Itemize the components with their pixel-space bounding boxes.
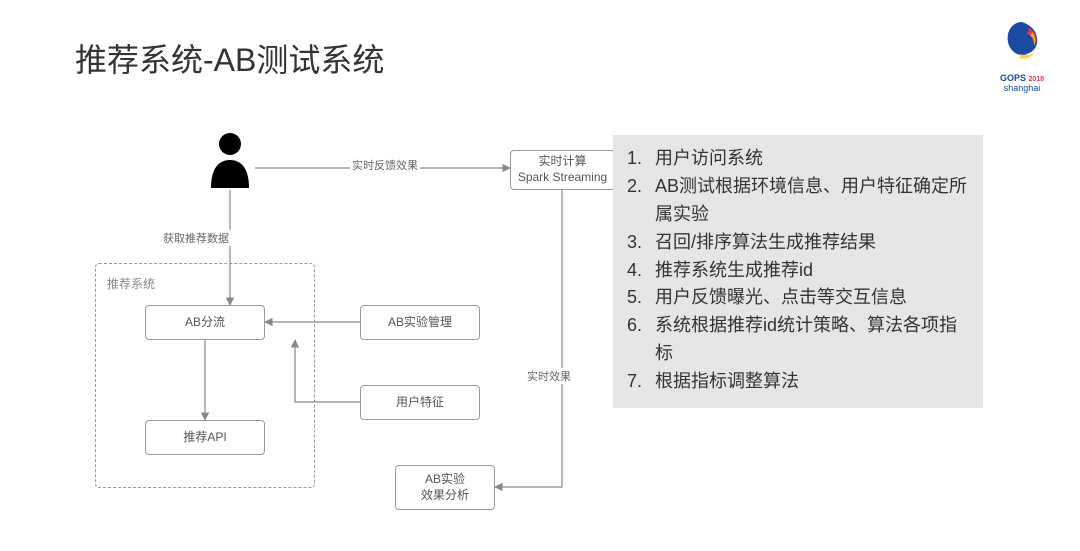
steps-panel: 用户访问系统 AB测试根据环境信息、用户特征确定所属实验 召回/排序算法生成推荐… [613, 135, 983, 408]
step-item: 召回/排序算法生成推荐结果 [627, 229, 969, 257]
node-ab-mgmt: AB实验管理 [360, 305, 480, 340]
step-item: 用户访问系统 [627, 145, 969, 173]
user-icon [205, 130, 255, 190]
step-item: 根据指标调整算法 [627, 368, 969, 396]
step-item: 用户反馈曝光、点击等交互信息 [627, 284, 969, 312]
edge-label-fetch-data: 获取推荐数据 [161, 230, 231, 246]
node-user-feat: 用户特征 [360, 385, 480, 420]
logo-city: shanghai [992, 83, 1052, 93]
step-item: AB测试根据环境信息、用户特征确定所属实验 [627, 173, 969, 229]
logo-swirl-icon [998, 18, 1046, 66]
step-item: 推荐系统生成推荐id [627, 257, 969, 285]
conference-logo: GOPS 2018 shanghai [992, 18, 1052, 93]
node-rt-compute: 实时计算 Spark Streaming [510, 150, 615, 190]
logo-brand: GOPS 2018 [992, 73, 1052, 83]
recommend-system-label: 推荐系统 [107, 275, 155, 292]
edge-label-rt-effect: 实时效果 [525, 368, 573, 384]
flowchart: 推荐系统 AB分流 推荐API AB实验管理 用户特征 AB实验 效果分析 实时… [95, 130, 595, 530]
page-title: 推荐系统-AB测试系统 [75, 35, 384, 81]
node-rec-api: 推荐API [145, 420, 265, 455]
step-item: 系统根据推荐id统计策略、算法各项指标 [627, 312, 969, 368]
steps-list: 用户访问系统 AB测试根据环境信息、用户特征确定所属实验 召回/排序算法生成推荐… [627, 145, 969, 396]
edge-label-rt-feedback: 实时反馈效果 [350, 157, 420, 173]
node-ab-result: AB实验 效果分析 [395, 465, 495, 510]
node-ab-split: AB分流 [145, 305, 265, 340]
